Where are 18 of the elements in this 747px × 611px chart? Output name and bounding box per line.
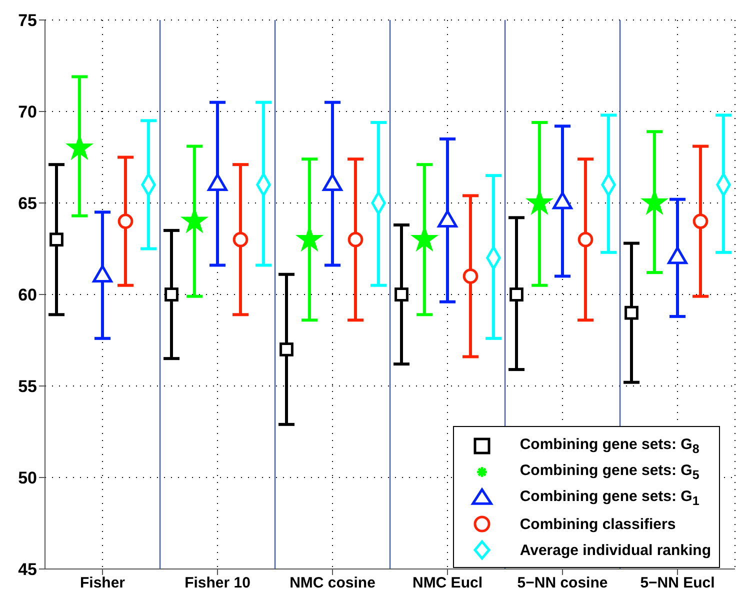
y-tick-label: 75 bbox=[18, 11, 37, 30]
x-tick-label: Fisher 10 bbox=[184, 574, 250, 592]
legend-label: Combining gene sets: G$_{8}$ bbox=[520, 436, 700, 456]
legend-label: Combining gene sets: G$_{1}$ bbox=[520, 488, 700, 508]
x-tick-label: NMC Eucl bbox=[412, 574, 483, 592]
y-tick-label: 50 bbox=[18, 468, 37, 488]
y-tick-label: 45 bbox=[18, 560, 37, 580]
x-tick-label: 5−NN cosine bbox=[517, 574, 608, 592]
y-tick-label: 60 bbox=[18, 286, 37, 305]
x-tick-label: NMC cosine bbox=[290, 574, 376, 592]
legend-label: Average individual ranking bbox=[520, 542, 711, 558]
legend-label: Combining gene sets: G$_{5}$ bbox=[520, 462, 700, 482]
y-tick-label: 65 bbox=[18, 194, 37, 214]
y-tick-label: 55 bbox=[18, 377, 37, 396]
x-tick-label: 5−NN Eucl bbox=[640, 574, 715, 592]
x-tick-label: Fisher bbox=[80, 574, 126, 592]
legend-label: Combining classifiers bbox=[520, 516, 676, 532]
y-tick-label: 70 bbox=[18, 102, 37, 122]
